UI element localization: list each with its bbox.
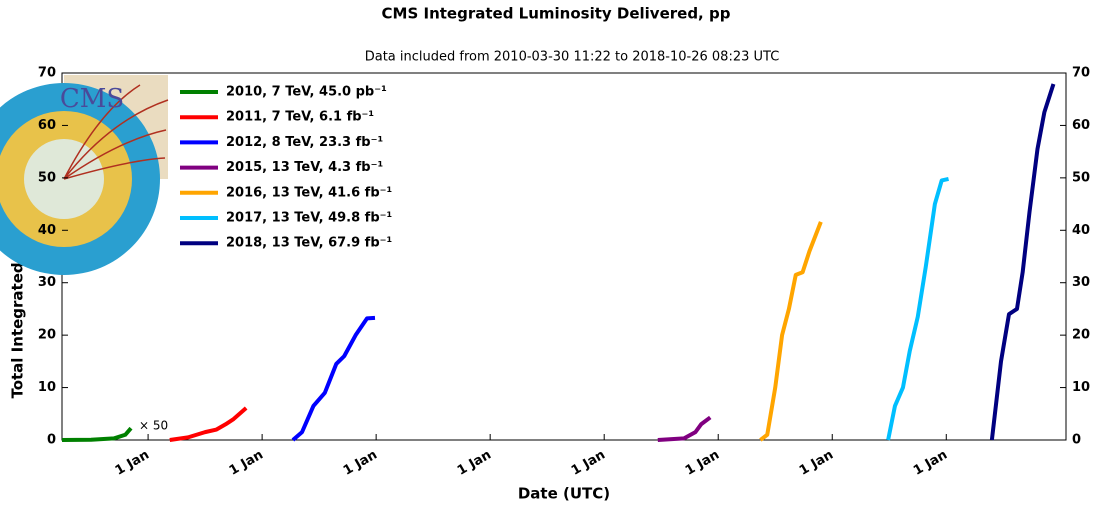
y-tick-label: 10	[38, 380, 56, 395]
x-axis-label: Date (UTC)	[518, 485, 610, 503]
x-tick-label: 1 Jan	[797, 448, 836, 479]
plot-frame	[62, 73, 1066, 440]
chart: CMS Integrated Luminosity Delivered, pp …	[0, 0, 1113, 509]
series-line	[658, 417, 710, 440]
y2-tick-label: 70	[1072, 66, 1090, 81]
y2-tick-label: 50	[1072, 170, 1090, 185]
legend-label: 2011, 7 TeV, 6.1 fb⁻¹	[226, 110, 374, 125]
y-tick-label: 50	[38, 170, 56, 185]
legend-label: 2010, 7 TeV, 45.0 pb⁻¹	[226, 85, 387, 100]
x-tick-label: 1 Jan	[341, 448, 380, 479]
legend-label: 2012, 8 TeV, 23.3 fb⁻¹	[226, 135, 383, 150]
chart-subtitle: Data included from 2010-03-30 11:22 to 2…	[365, 50, 780, 65]
y2-tick-label: 10	[1072, 380, 1090, 395]
y-tick-label: 30	[38, 275, 56, 290]
y-tick-label: 20	[38, 328, 56, 343]
series-line	[888, 179, 948, 440]
legend-label: 2018, 13 TeV, 67.9 fb⁻¹	[226, 236, 392, 251]
legend-label: 2016, 13 TeV, 41.6 fb⁻¹	[226, 185, 392, 200]
y2-tick-label: 60	[1072, 118, 1090, 133]
legend-label: 2015, 13 TeV, 4.3 fb⁻¹	[226, 160, 383, 175]
x-tick-label: 1 Jan	[455, 448, 494, 479]
chart-title: CMS Integrated Luminosity Delivered, pp	[382, 5, 731, 23]
y-tick-label: 0	[47, 433, 56, 448]
legend-label: 2017, 13 TeV, 49.8 fb⁻¹	[226, 211, 392, 226]
x-tick-label: 1 Jan	[683, 448, 722, 479]
series-line	[62, 428, 131, 440]
y2-tick-label: 30	[1072, 275, 1090, 290]
x-tick-label: 1 Jan	[227, 448, 266, 479]
y-tick-label: 60	[38, 118, 56, 133]
x-tick-label: 1 Jan	[113, 448, 152, 479]
series-line	[992, 84, 1054, 440]
series-line	[293, 318, 375, 440]
annotation: × 50	[139, 419, 168, 433]
y2-tick-label: 20	[1072, 328, 1090, 343]
series-line	[170, 408, 246, 440]
series-line	[760, 222, 820, 440]
y-tick-label: 40	[38, 223, 56, 238]
logo-text: CMS	[60, 84, 124, 114]
logo: CMS	[0, 75, 168, 275]
y-tick-label: 70	[38, 66, 56, 81]
y2-tick-label: 0	[1072, 433, 1081, 448]
y2-tick-label: 40	[1072, 223, 1090, 238]
x-tick-label: 1 Jan	[911, 448, 950, 479]
x-tick-label: 1 Jan	[569, 448, 608, 479]
